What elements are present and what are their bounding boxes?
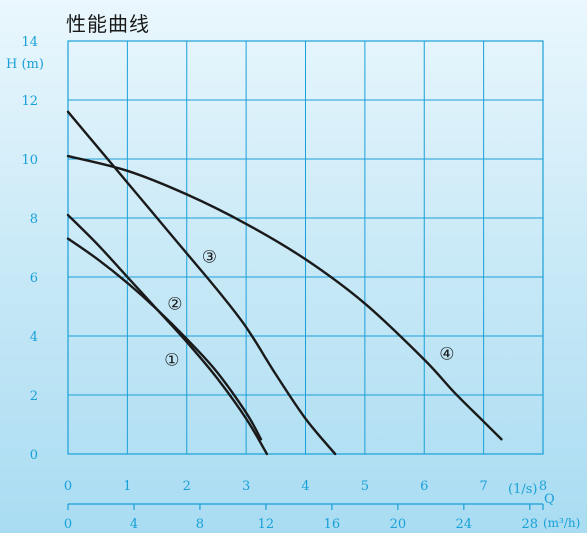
y-tick-label: 12	[21, 94, 38, 109]
x-tick-label-ls: 3	[242, 479, 250, 494]
y-tick-label: 4	[30, 330, 38, 345]
curve-label: ③	[202, 247, 217, 267]
chart-title: 性能曲线	[66, 12, 150, 36]
x-tick-label-m3h: 8	[196, 517, 204, 532]
x-tick-label-ls: 6	[420, 479, 428, 494]
x-tick-label-m3h: 12	[258, 517, 275, 532]
x-tick-label-m3h: 24	[456, 517, 473, 532]
y-tick-label: 6	[30, 271, 38, 286]
curve-④	[66, 154, 503, 441]
x-tick-label-m3h: 4	[130, 517, 138, 532]
x-axis-label: Q	[544, 492, 555, 507]
x-tick-label-ls: 8	[539, 479, 547, 494]
y-tick-label: 10	[21, 153, 38, 168]
y-tick-label: 2	[30, 389, 38, 404]
x-tick-label-m3h: 0	[64, 517, 72, 532]
x-axis-unit-ls: (1/s)	[508, 482, 537, 497]
y-tick-label: 8	[30, 212, 38, 227]
x-tick-label-ls: 2	[183, 479, 191, 494]
plot-frame	[67, 40, 544, 455]
x-tick-label-m3h: 28	[522, 517, 539, 532]
x-tick-label-ls: 7	[479, 479, 487, 494]
curve-label: ①	[164, 351, 179, 371]
curve-②	[66, 213, 269, 456]
curve-①	[66, 237, 263, 441]
curve-label: ④	[439, 345, 454, 365]
x-tick-label-ls: 0	[64, 479, 72, 494]
x-tick-label-ls: 5	[361, 479, 369, 494]
x-tick-label-m3h: 20	[390, 517, 407, 532]
x-axis-unit-m3h: (m³/h)	[543, 516, 580, 530]
x-tick-label-ls: 1	[123, 479, 131, 494]
y-axis-label: H (m)	[6, 57, 44, 72]
curve-③	[66, 110, 337, 456]
y-tick-label: 0	[30, 448, 38, 463]
x-tick-label-m3h: 16	[324, 517, 341, 532]
y-tick-label: 14	[21, 35, 38, 50]
curve-label: ②	[167, 295, 182, 315]
x-tick-label-ls: 4	[301, 479, 309, 494]
